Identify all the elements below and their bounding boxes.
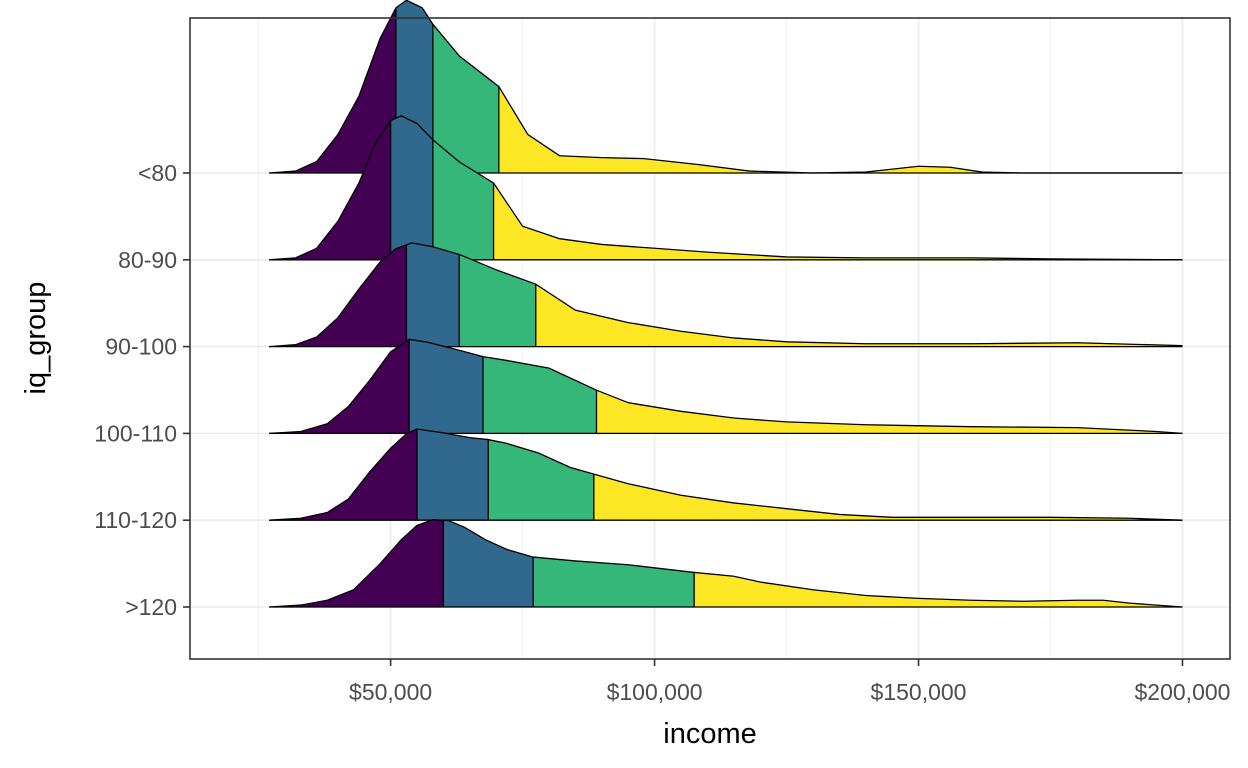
density-outline <box>269 0 1183 174</box>
y-tick-label: 110-120 <box>94 507 177 533</box>
y-tick-label: 90-100 <box>105 334 177 360</box>
quantile-area-3 <box>533 557 695 607</box>
ridge-100-110 <box>269 338 1183 435</box>
y-axis: >120 110-120 100-110 90-100 80-90 <80 <box>94 160 190 620</box>
quantile-area-3 <box>432 24 499 174</box>
quantile-area-3 <box>482 356 597 434</box>
quantile-area-4 <box>694 572 1183 607</box>
density-outline <box>269 242 1183 348</box>
density-outline <box>269 115 1183 261</box>
quantile-area-4 <box>498 86 1183 173</box>
quantile-area-2 <box>409 339 483 434</box>
y-tick-label: 80-90 <box>118 247 177 273</box>
quantile-area-2 <box>417 429 489 521</box>
x-tick-label: $200,000 <box>1135 679 1231 705</box>
quantile-area-1 <box>269 7 396 173</box>
quantile-area-1 <box>269 339 410 434</box>
y-tick-label: 100-110 <box>94 420 177 446</box>
panel-border <box>189 17 1231 660</box>
quantile-area-2 <box>406 242 460 347</box>
quantile-area-3 <box>488 439 594 521</box>
quantile-area-2 <box>443 520 534 607</box>
x-axis: $50,000 $100,000 $150,000 $200,000 <box>349 659 1230 705</box>
ridge-110-120 <box>269 428 1183 521</box>
quantile-area-4 <box>535 284 1183 347</box>
density-ridges <box>269 0 1183 608</box>
quantile-area-3 <box>432 139 494 260</box>
y-axis-title: iq_group <box>20 282 52 395</box>
density-outline <box>269 518 1183 608</box>
density-outline <box>269 428 1183 521</box>
density-outline <box>269 338 1183 435</box>
x-axis-title: income <box>663 718 757 750</box>
ridge->120 <box>269 518 1183 608</box>
y-tick-label: <80 <box>138 160 177 186</box>
x-tick-label: $150,000 <box>871 679 967 705</box>
x-tick-label: $50,000 <box>349 679 432 705</box>
x-tick-label: $100,000 <box>607 679 703 705</box>
quantile-area-4 <box>596 390 1183 434</box>
quantile-area-1 <box>269 429 418 521</box>
quantile-area-4 <box>593 474 1183 521</box>
ridge-90-100 <box>269 242 1183 348</box>
quantile-area-4 <box>493 183 1183 260</box>
quantile-area-2 <box>390 115 433 260</box>
quantile-area-1 <box>269 120 391 260</box>
quantile-area-1 <box>269 244 407 347</box>
y-tick-label: >120 <box>125 594 177 620</box>
